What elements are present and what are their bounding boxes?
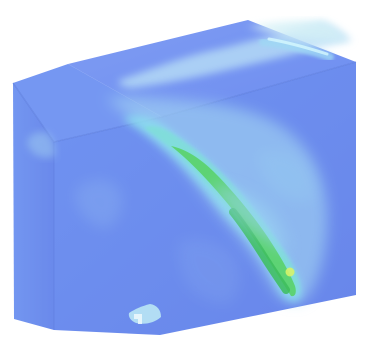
top-stress-band (118, 22, 353, 88)
top-right-strip-core (267, 37, 329, 56)
right-stress-cloud (211, 184, 288, 252)
top-right-strip (259, 38, 334, 61)
top-right-highlight (248, 20, 347, 41)
upper-left-face (13, 64, 162, 142)
contour-pattern (27, 20, 353, 324)
front-left-soft-patch (74, 179, 123, 229)
upper-edge (12, 61, 357, 143)
left-contour-patch (27, 131, 56, 158)
bottom-small-mark (134, 314, 142, 324)
diagonal-deep-green-core (229, 208, 290, 294)
lower-soft-patch (178, 238, 241, 305)
peak-highlight (285, 267, 295, 277)
upper-right-soft-patch (256, 149, 315, 202)
